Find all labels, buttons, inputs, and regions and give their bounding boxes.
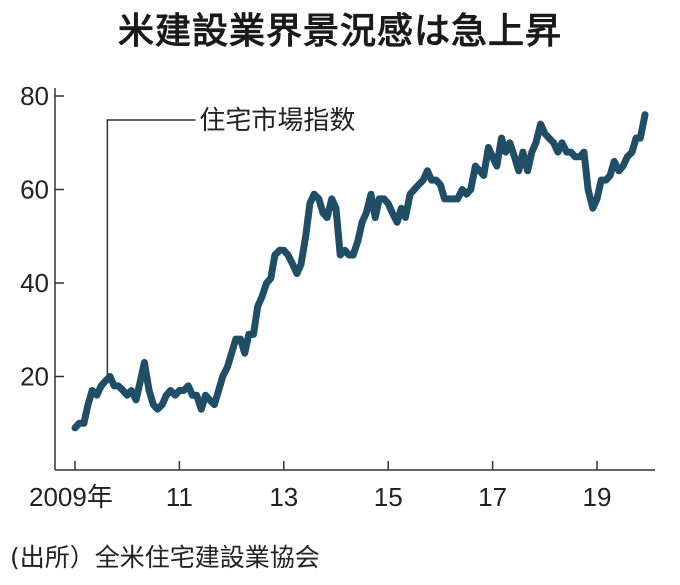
x-tick-label: 17 <box>478 482 507 512</box>
x-tick-label: 13 <box>269 482 298 512</box>
series-line <box>71 111 649 432</box>
axes <box>54 88 655 471</box>
annotation-leader-line <box>106 119 196 376</box>
x-tick-label: 15 <box>374 482 403 512</box>
y-tick-label: 20 <box>20 362 49 392</box>
x-tick-label: 2009年 <box>29 482 113 512</box>
source-note: (出所）全米住宅建設業協会 <box>10 543 320 572</box>
chart-title: 米建設業界景況感は急上昇 <box>117 11 562 52</box>
y-tick-label: 80 <box>20 81 49 111</box>
series-annotation-label: 住宅市場指数 <box>199 106 355 136</box>
x-tick-label: 11 <box>166 482 193 512</box>
annotation-layer: 住宅市場指数 <box>106 106 355 376</box>
y-tick-label: 60 <box>20 175 49 205</box>
tick-labels: 20 40 60 80 2009年 11 13 15 17 19 <box>20 81 611 512</box>
x-tick-label: 19 <box>583 482 612 512</box>
series-layer <box>71 111 649 432</box>
y-tick-label: 40 <box>20 268 49 298</box>
